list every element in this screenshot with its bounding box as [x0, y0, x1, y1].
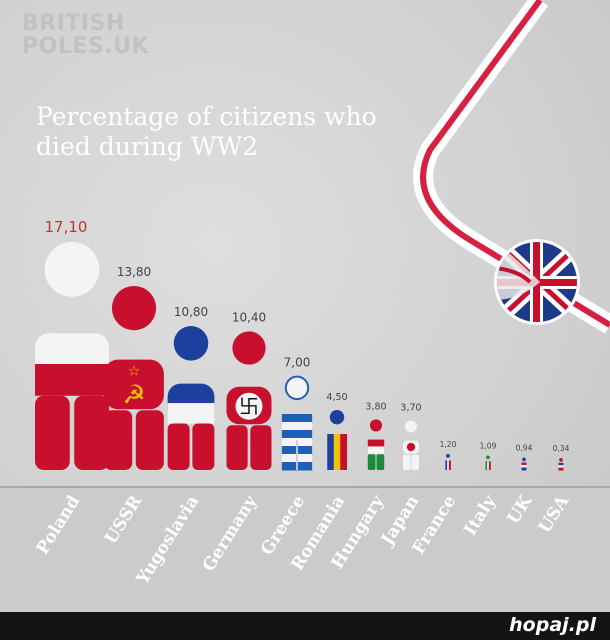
figure-head — [522, 457, 526, 462]
figure-leg — [192, 423, 215, 470]
figure-stripe — [447, 460, 450, 470]
figure-stripe — [367, 439, 385, 447]
figure-leg — [411, 454, 420, 470]
figure-leg — [74, 395, 109, 470]
figure-head — [329, 410, 345, 425]
figure-stripe — [448, 460, 451, 470]
chart-title: Percentage of citizens who died during W… — [36, 102, 377, 161]
figure-stripe — [367, 446, 385, 454]
figure-head — [446, 454, 450, 458]
footer-logo: hopaj.pl — [509, 614, 596, 636]
chart: ☆☭ 卐 17,10 13,80 10,80 10,40 7,00 4,50 3,80 3,70… — [0, 0, 610, 612]
value-label: 1,09 — [480, 441, 497, 450]
value-label: 0,94 — [516, 443, 533, 452]
footer-bar: hopaj.pl — [0, 612, 610, 640]
value-label: 7,00 — [284, 356, 311, 370]
figure-stripe — [521, 464, 527, 468]
figure-leg — [402, 454, 411, 470]
figure-stripe — [487, 461, 490, 470]
figure-france — [445, 454, 451, 470]
value-label: 10,40 — [232, 310, 266, 324]
figure-usa — [558, 458, 564, 471]
figure-uk — [521, 457, 527, 471]
watermark: BRITISH POLES.UK — [22, 11, 149, 59]
figure-leg — [167, 423, 190, 470]
figure-stripe — [327, 434, 335, 470]
figure-head — [369, 419, 383, 432]
figure-leg — [250, 425, 272, 470]
infographic: BRITISH POLES.UK Percentage of citizens … — [0, 0, 610, 612]
value-label: 0,34 — [553, 444, 570, 453]
figure-stripe — [558, 467, 564, 471]
figure-head — [285, 376, 309, 400]
figure-stripe — [340, 434, 348, 470]
value-label: 10,80 — [174, 305, 208, 319]
figure-stripe — [281, 414, 313, 423]
figure-head — [44, 242, 100, 297]
star-icon: ☆ — [128, 363, 141, 379]
figure-stripe — [167, 403, 215, 424]
value-label: 3,70 — [400, 403, 421, 414]
emblem-disc — [235, 392, 263, 420]
figure-italy — [485, 455, 491, 470]
figure-stripe — [521, 467, 527, 471]
hammer-sickle-icon: ☭ — [122, 380, 145, 410]
figure-stripe — [521, 462, 527, 466]
figure-stripe — [281, 422, 313, 431]
figure-japan — [402, 420, 420, 470]
figure-stripe — [35, 363, 109, 396]
value-label: 4,50 — [326, 392, 347, 403]
figure-stripe — [488, 461, 491, 470]
figure-ussr: ☆☭ — [104, 286, 164, 470]
figure-stripe — [281, 430, 313, 439]
figure-stripe — [558, 465, 564, 469]
figure-romania — [327, 410, 348, 470]
figure-leg — [367, 454, 376, 470]
figure-stripe — [558, 462, 564, 466]
value-label: 17,10 — [45, 218, 88, 236]
swastika-icon: 卐 — [239, 394, 259, 418]
figure-greece — [281, 375, 313, 471]
figure-yugoslavia — [167, 326, 215, 470]
figure-head-outline — [284, 375, 310, 401]
figure-head — [173, 326, 209, 361]
figure-leg — [135, 410, 164, 470]
figure-head — [405, 420, 417, 433]
value-label: 1,20 — [440, 440, 457, 449]
flag-badge-icon — [494, 239, 580, 325]
decor-ribbon-red — [420, 0, 610, 328]
figure-torso — [104, 359, 164, 410]
ground-area — [0, 488, 610, 612]
figure-stripe — [445, 460, 448, 470]
figure-hungary — [367, 419, 385, 470]
figure-stripe — [333, 434, 341, 470]
figure-leg — [226, 425, 248, 470]
figure-head — [559, 458, 563, 462]
value-label: 3,80 — [365, 401, 386, 412]
figure-head — [232, 331, 266, 365]
figure-germany: 卐 — [226, 331, 272, 470]
value-label: 13,80 — [117, 265, 151, 279]
figure-leg — [376, 454, 385, 470]
figure-leg — [35, 395, 70, 470]
leg-gap — [296, 440, 298, 470]
figure-poland — [35, 242, 109, 470]
figure-head — [111, 286, 157, 331]
rising-sun-icon — [406, 442, 416, 452]
figure-stripe — [485, 461, 488, 470]
figure-head — [486, 455, 490, 460]
figure-leg — [104, 410, 133, 470]
